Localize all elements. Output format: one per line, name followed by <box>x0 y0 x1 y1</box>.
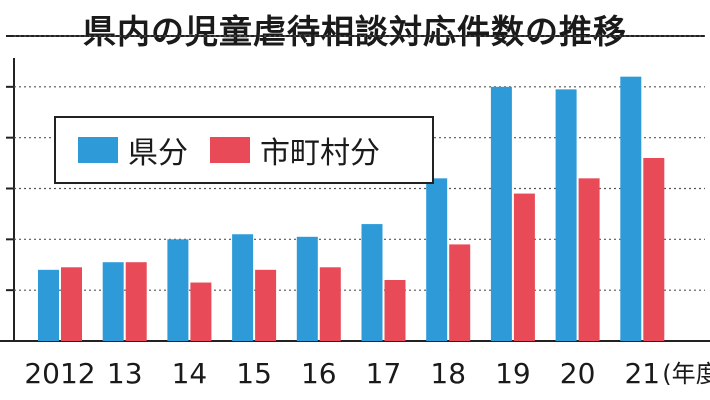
bar-pref-16 <box>296 236 318 341</box>
bar-pref-2012 <box>38 269 59 341</box>
bar-municipal-17 <box>384 280 406 341</box>
bar-pref-19 <box>490 86 512 341</box>
bar-municipal-20 <box>578 178 600 341</box>
bar-municipal-15 <box>255 269 277 341</box>
bar-municipal-14 <box>190 282 212 341</box>
bar-pref-17 <box>361 224 383 341</box>
chart-title: 県内の児童虐待相談対応件数の推移 <box>83 12 627 51</box>
x-tick-label-2012: 2012 <box>24 357 95 390</box>
x-unit-label: (年度) <box>662 360 710 388</box>
x-tick-label-19: 19 <box>495 357 531 390</box>
x-tick-label-18: 18 <box>430 357 466 390</box>
bar-pref-14 <box>167 239 189 341</box>
x-tick-label-16: 16 <box>301 357 337 390</box>
legend: 県分 市町村分 <box>54 116 434 184</box>
bar-municipal-21 <box>643 158 665 341</box>
x-tick-label-17: 17 <box>366 357 402 390</box>
bar-municipal-19 <box>513 193 535 341</box>
legend-label-pref: 県分 <box>128 136 188 171</box>
bar-municipal-18 <box>449 244 471 341</box>
x-tick-label-21: 21 <box>624 357 660 390</box>
x-tick-label-13: 13 <box>107 357 143 390</box>
bar-pref-18 <box>426 178 448 341</box>
legend-label-municipal: 市町村分 <box>260 136 380 171</box>
bar-municipal-2012 <box>61 267 82 341</box>
bar-pref-20 <box>555 89 577 341</box>
bar-pref-13 <box>102 262 124 341</box>
legend-item-municipal: 市町村分 <box>210 128 380 172</box>
chart-title-bar: 県内の児童虐待相談対応件数の推移 <box>0 0 710 58</box>
bar-pref-21 <box>620 76 642 342</box>
x-tick-label-15: 15 <box>236 357 272 390</box>
bar-pref-15 <box>232 234 254 341</box>
x-tick-label-20: 20 <box>560 357 596 390</box>
legend-item-pref: 県分 <box>78 128 188 172</box>
bar-municipal-13 <box>125 262 147 341</box>
legend-swatch-municipal <box>210 137 250 163</box>
bar-municipal-16 <box>319 267 341 341</box>
x-tick-label-14: 14 <box>172 357 208 390</box>
legend-swatch-pref <box>78 137 118 163</box>
